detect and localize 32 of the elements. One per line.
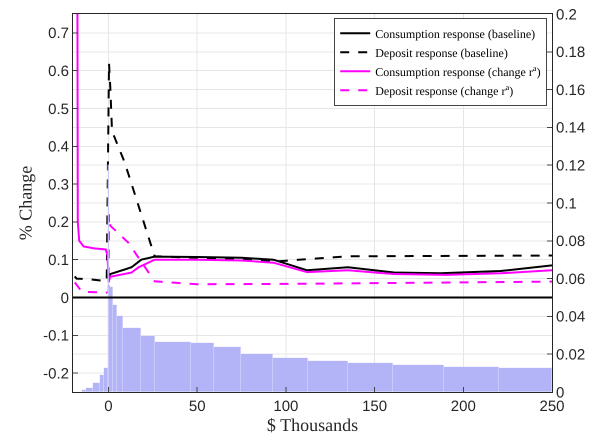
y2-tick-label: 0.1 [556,195,577,212]
y2-tick-label: 0.16 [556,82,586,99]
x-tick-label: 0 [104,398,113,415]
y2-tick-label: 0.2 [556,6,577,24]
y-tick-label: 0.5 [48,100,69,118]
y2-tick-label: 0.12 [556,157,586,174]
y-tick-label: -0.2 [43,365,69,382]
y-tick-label: 0.4 [48,138,69,156]
legend-label: Consumption response (baseline) [375,26,536,41]
y2-tick-label: 0.04 [556,308,586,326]
y2-tick-label: 0.18 [556,44,586,62]
x-tick-label: 150 [362,398,388,415]
y2-tick-label: 0.02 [556,346,586,364]
y2-tick-label: 0.14 [556,120,586,137]
y2-tick-label: 0.06 [556,270,586,288]
x-tick-label: 50 [188,398,206,415]
y-tick-label: 0 [60,290,69,307]
legend-label: Deposit response (baseline) [375,46,508,60]
x-axis-title: $ Thousands [266,415,358,436]
y-tick-label: -0.1 [43,328,69,345]
x-tick-label: 200 [450,398,476,415]
legend-label: Deposit response (change r$^{a}$) [375,82,514,98]
y2-tick-label: 0.08 [556,233,586,250]
x-tick-label: 100 [273,398,298,415]
y-tick-label: 0.1 [48,252,69,269]
legend-label: Consumption response (change r$^{a}$) [375,64,541,79]
y-tick-label: 0.2 [48,214,69,232]
y-axis-title: % Change [15,166,36,240]
y-tick-label: 0.6 [48,62,69,80]
y-tick-label: 0.3 [48,176,69,194]
y-tick-label: 0.7 [48,25,69,42]
line-series [74,62,552,282]
